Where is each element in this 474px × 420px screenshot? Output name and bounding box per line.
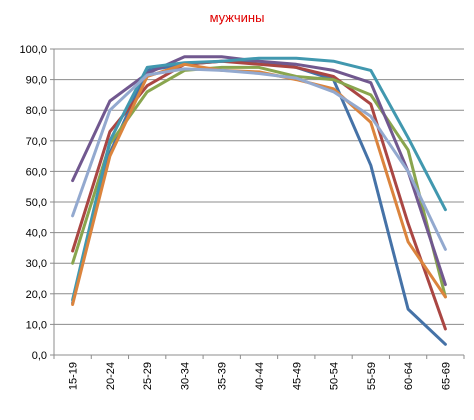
x-tick-label: 40-44 <box>254 362 266 390</box>
x-tick-label: 45-49 <box>291 362 303 390</box>
x-tick-label: 30-34 <box>179 362 191 390</box>
y-tick-label: 50,0 <box>26 197 47 209</box>
chart-title: мужчины <box>209 10 265 25</box>
x-tick-labels: 15-19 20-24 25-29 30-34 35-39 40-44 45-49 50-54… <box>68 362 453 390</box>
series-lines <box>71 55 447 346</box>
series-line-7 <box>71 67 447 251</box>
x-tick-label: 50-54 <box>329 362 341 390</box>
series-line-5 <box>71 56 447 302</box>
x-tick-label: 55-59 <box>366 362 378 390</box>
y-tick-label: 100,0 <box>19 44 47 56</box>
x-tick-label: 35-39 <box>217 362 229 390</box>
x-tick-label: 20-24 <box>105 362 117 390</box>
y-tick-label: 90,0 <box>26 75 47 87</box>
y-tick-label: 80,0 <box>26 105 47 117</box>
y-tick-label: 70,0 <box>26 136 47 148</box>
series-line-4 <box>71 55 447 287</box>
y-tick-label: 10,0 <box>26 319 47 331</box>
x-tick-label: 15-19 <box>68 362 80 390</box>
y-tick-label: 30,0 <box>26 258 47 270</box>
x-tick-label: 25-29 <box>142 362 154 390</box>
x-tick-label: 60-64 <box>403 362 415 390</box>
y-tick-label: 20,0 <box>26 289 47 301</box>
y-tick-labels: 0,0 10,0 20,0 30,0 40,0 50,0 60,0 70,0 80,0 90,0 1… <box>19 44 47 362</box>
x-tick-label: 65-69 <box>440 362 452 390</box>
y-tick-label: 40,0 <box>26 228 47 240</box>
y-tick-label: 0,0 <box>32 350 47 362</box>
series-line-6 <box>71 62 447 306</box>
axes <box>50 48 465 359</box>
y-tick-label: 60,0 <box>26 166 47 178</box>
